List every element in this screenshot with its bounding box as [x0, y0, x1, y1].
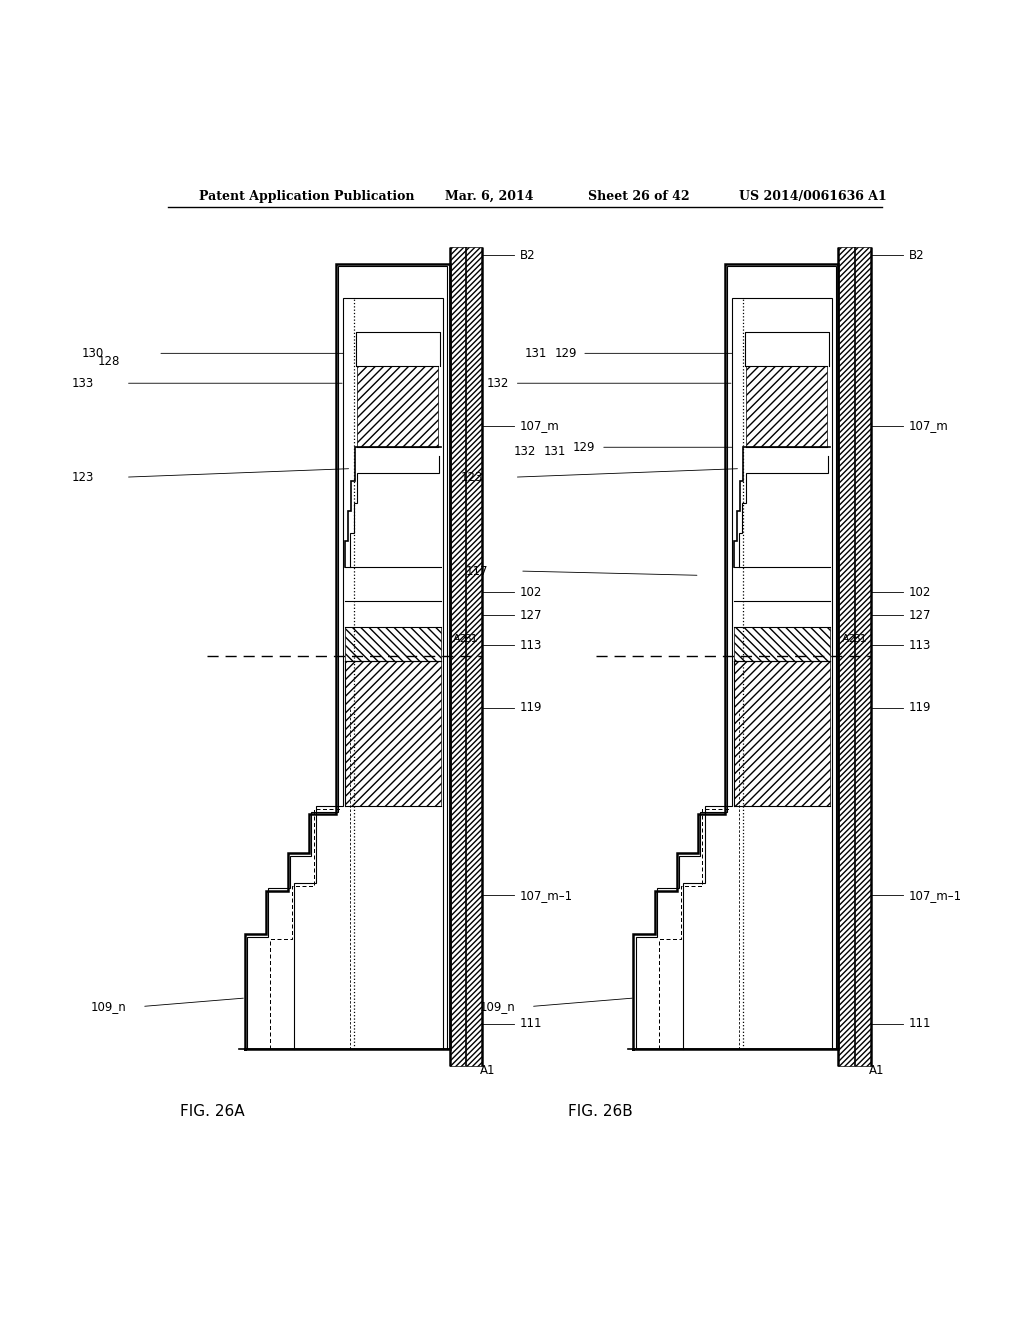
Text: 107_m–1: 107_m–1: [908, 888, 962, 902]
Text: Mar. 6, 2014: Mar. 6, 2014: [445, 190, 534, 202]
Text: 128: 128: [98, 355, 121, 368]
Text: 131: 131: [524, 347, 547, 360]
Text: 102: 102: [520, 586, 542, 599]
Text: B1: B1: [853, 634, 867, 644]
Text: 113: 113: [520, 639, 542, 652]
Text: 129: 129: [554, 347, 577, 360]
Text: 107_m: 107_m: [520, 420, 559, 433]
Text: 107_m: 107_m: [908, 420, 948, 433]
Text: Sheet 26 of 42: Sheet 26 of 42: [588, 190, 690, 202]
Text: 129: 129: [573, 441, 596, 454]
Text: 133: 133: [72, 376, 94, 389]
Text: B2: B2: [520, 248, 536, 261]
Text: 131: 131: [544, 445, 566, 458]
Text: Patent Application Publication: Patent Application Publication: [200, 190, 415, 202]
Text: 119: 119: [908, 701, 931, 714]
Text: 111: 111: [908, 1016, 931, 1030]
Text: 109_n: 109_n: [479, 1001, 515, 1012]
Text: 132: 132: [514, 445, 537, 458]
Text: 127: 127: [908, 609, 931, 622]
Text: 102: 102: [908, 586, 931, 599]
Text: 119: 119: [520, 701, 543, 714]
Text: A1: A1: [868, 1064, 884, 1077]
Text: 123: 123: [461, 471, 483, 483]
Text: B1: B1: [464, 634, 478, 644]
Text: 113: 113: [908, 639, 931, 652]
Text: 132: 132: [486, 376, 509, 389]
Text: B2: B2: [908, 248, 925, 261]
Text: 130: 130: [82, 347, 104, 360]
Text: FIG. 26A: FIG. 26A: [179, 1105, 244, 1119]
Text: A2: A2: [842, 634, 857, 644]
Text: US 2014/0061636 A1: US 2014/0061636 A1: [739, 190, 887, 202]
Text: 107_m–1: 107_m–1: [520, 888, 572, 902]
Text: FIG. 26B: FIG. 26B: [568, 1105, 633, 1119]
Text: 127: 127: [520, 609, 543, 622]
Text: A1: A1: [479, 1064, 495, 1077]
Text: 117: 117: [466, 565, 488, 578]
Text: 111: 111: [520, 1016, 543, 1030]
Text: A2: A2: [453, 634, 468, 644]
Text: 109_n: 109_n: [91, 1001, 126, 1012]
Text: 123: 123: [72, 471, 94, 483]
